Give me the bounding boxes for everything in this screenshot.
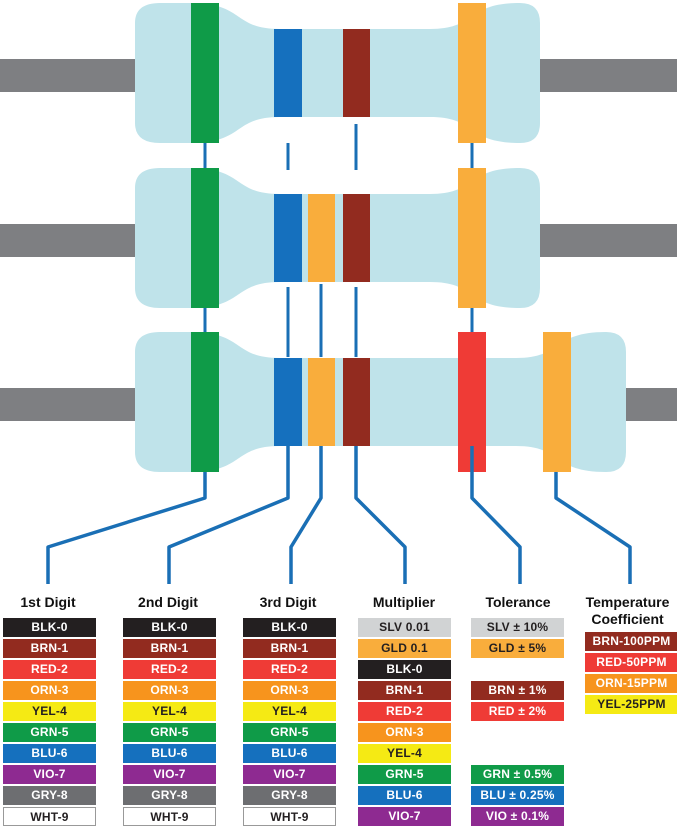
- chip-digit3-yel-4: YEL-4: [243, 702, 336, 721]
- resistor-2-lead-left: [0, 224, 140, 257]
- chip-digit3-vio-7: VIO-7: [243, 765, 336, 784]
- chip-multiplier-brn-1: BRN-1: [358, 681, 451, 700]
- chip-digit1-brn-1: BRN-1: [3, 639, 96, 658]
- resistor-1-body: [135, 3, 540, 143]
- chip-digit3-red-2: RED-2: [243, 660, 336, 679]
- chip-tolerance-gld-5: GLD ± 5%: [471, 639, 564, 658]
- resistor-2-band-blue: [274, 194, 302, 282]
- chip-digit2-orn-3: ORN-3: [123, 681, 216, 700]
- resistor-1-band-gold: [458, 3, 486, 143]
- chip-digit3-gry-8: GRY-8: [243, 786, 336, 805]
- connector-temperature-coefficient-bottom: [554, 472, 632, 584]
- connector-tolerance-bottom: [470, 446, 522, 584]
- chip-multiplier-blu-6: BLU-6: [358, 786, 451, 805]
- chip-digit3-brn-1: BRN-1: [243, 639, 336, 658]
- chip-digit2-yel-4: YEL-4: [123, 702, 216, 721]
- resistor-1-lead-right: [535, 59, 677, 92]
- chip-tempco-red-50ppm: RED-50PPM: [585, 653, 677, 672]
- resistor-2-band-gold: [458, 168, 486, 308]
- chip-tolerance-slv-10: SLV ± 10%: [471, 618, 564, 637]
- chip-tolerance-blu-0-25: BLU ± 0.25%: [471, 786, 564, 805]
- chip-digit1-blk-0: BLK-0: [3, 618, 96, 637]
- col-title-tolerance: Tolerance: [485, 594, 551, 610]
- chip-multiplier-gld-0-1: GLD 0.1: [358, 639, 451, 658]
- chip-digit2-red-2: RED-2: [123, 660, 216, 679]
- chip-digit2-grn-5: GRN-5: [123, 723, 216, 742]
- chip-digit2-gry-8: GRY-8: [123, 786, 216, 805]
- chip-digit3-orn-3: ORN-3: [243, 681, 336, 700]
- chip-multiplier-grn-5: GRN-5: [358, 765, 451, 784]
- col-title-2nd-digit: 2nd Digit: [138, 594, 198, 610]
- resistor-3-lead-right: [621, 388, 677, 421]
- tempco-title-line1: Temperature: [585, 594, 670, 610]
- tempco-title-line2: Coefficient: [591, 611, 664, 627]
- chip-digit2-brn-1: BRN-1: [123, 639, 216, 658]
- resistor-1-lead-left: [0, 59, 140, 92]
- chip-tolerance-red-2: RED ± 2%: [471, 702, 564, 721]
- chip-tempco-yel-25ppm: YEL-25PPM: [585, 695, 677, 714]
- chip-digit1-red-2: RED-2: [3, 660, 96, 679]
- chip-tempco-brn-100ppm: BRN-100PPM: [585, 632, 677, 651]
- resistor-2-band-green: [191, 168, 219, 308]
- resistor-2-band-brown: [343, 194, 370, 282]
- col-title-1st-digit: 1st Digit: [20, 594, 76, 610]
- resistor-3-lead-left: [0, 388, 140, 421]
- chip-digit3-blk-0: BLK-0: [243, 618, 336, 637]
- resistor-3-band-gold: [543, 332, 571, 472]
- connector-3rd-digit-bottom: [289, 446, 323, 584]
- chip-tempco-orn-15ppm: ORN-15PPM: [585, 674, 677, 693]
- chip-tolerance-brn-1: BRN ± 1%: [471, 681, 564, 700]
- chip-multiplier-slv-0-01: SLV 0.01: [358, 618, 451, 637]
- chip-digit1-wht-9: WHT-9: [3, 807, 96, 826]
- chip-multiplier-orn-3: ORN-3: [358, 723, 451, 742]
- chip-digit1-orn-3: ORN-3: [3, 681, 96, 700]
- chip-digit2-blu-6: BLU-6: [123, 744, 216, 763]
- col-title-multiplier: Multiplier: [372, 594, 436, 610]
- resistor-3-band-orange: [308, 358, 335, 446]
- chip-digit2-blk-0: BLK-0: [123, 618, 216, 637]
- resistor-3-band-blue: [274, 358, 302, 446]
- resistor-3-body: [135, 332, 626, 472]
- resistor-1-band-brown: [343, 29, 370, 117]
- chip-digit1-yel-4: YEL-4: [3, 702, 96, 721]
- connector-multiplier-bottom: [354, 446, 407, 584]
- resistor-1-band-green: [191, 3, 219, 143]
- resistor-2-band-orange: [308, 194, 335, 282]
- chip-digit2-vio-7: VIO-7: [123, 765, 216, 784]
- chip-digit2-wht-9: WHT-9: [123, 807, 216, 826]
- chip-digit3-blu-6: BLU-6: [243, 744, 336, 763]
- chip-tolerance-grn-0-5: GRN ± 0.5%: [471, 765, 564, 784]
- chip-multiplier-blk-0: BLK-0: [358, 660, 451, 679]
- chip-digit1-grn-5: GRN-5: [3, 723, 96, 742]
- chip-digit3-grn-5: GRN-5: [243, 723, 336, 742]
- chip-digit3-wht-9: WHT-9: [243, 807, 336, 826]
- resistor-3-band-brown: [343, 358, 370, 446]
- chip-digit1-vio-7: VIO-7: [3, 765, 96, 784]
- chip-multiplier-yel-4: YEL-4: [358, 744, 451, 763]
- resistor-2-lead-right: [535, 224, 677, 257]
- chip-multiplier-vio-7: VIO-7: [358, 807, 451, 826]
- connector-2nd-digit-bottom: [167, 446, 290, 584]
- chip-multiplier-red-2: RED-2: [358, 702, 451, 721]
- col-title-3rd-digit: 3rd Digit: [259, 594, 317, 610]
- chip-digit1-gry-8: GRY-8: [3, 786, 96, 805]
- resistor-2-body: [135, 168, 540, 308]
- resistor-3-band-green: [191, 332, 219, 472]
- resistor-1-band-blue: [274, 29, 302, 117]
- connector-1st-digit-bottom: [46, 472, 207, 584]
- col-title-temperature-coefficient: Temperature Coefficient: [578, 594, 677, 628]
- chip-digit1-blu-6: BLU-6: [3, 744, 96, 763]
- chip-tolerance-vio-0-1: VIO ± 0.1%: [471, 807, 564, 826]
